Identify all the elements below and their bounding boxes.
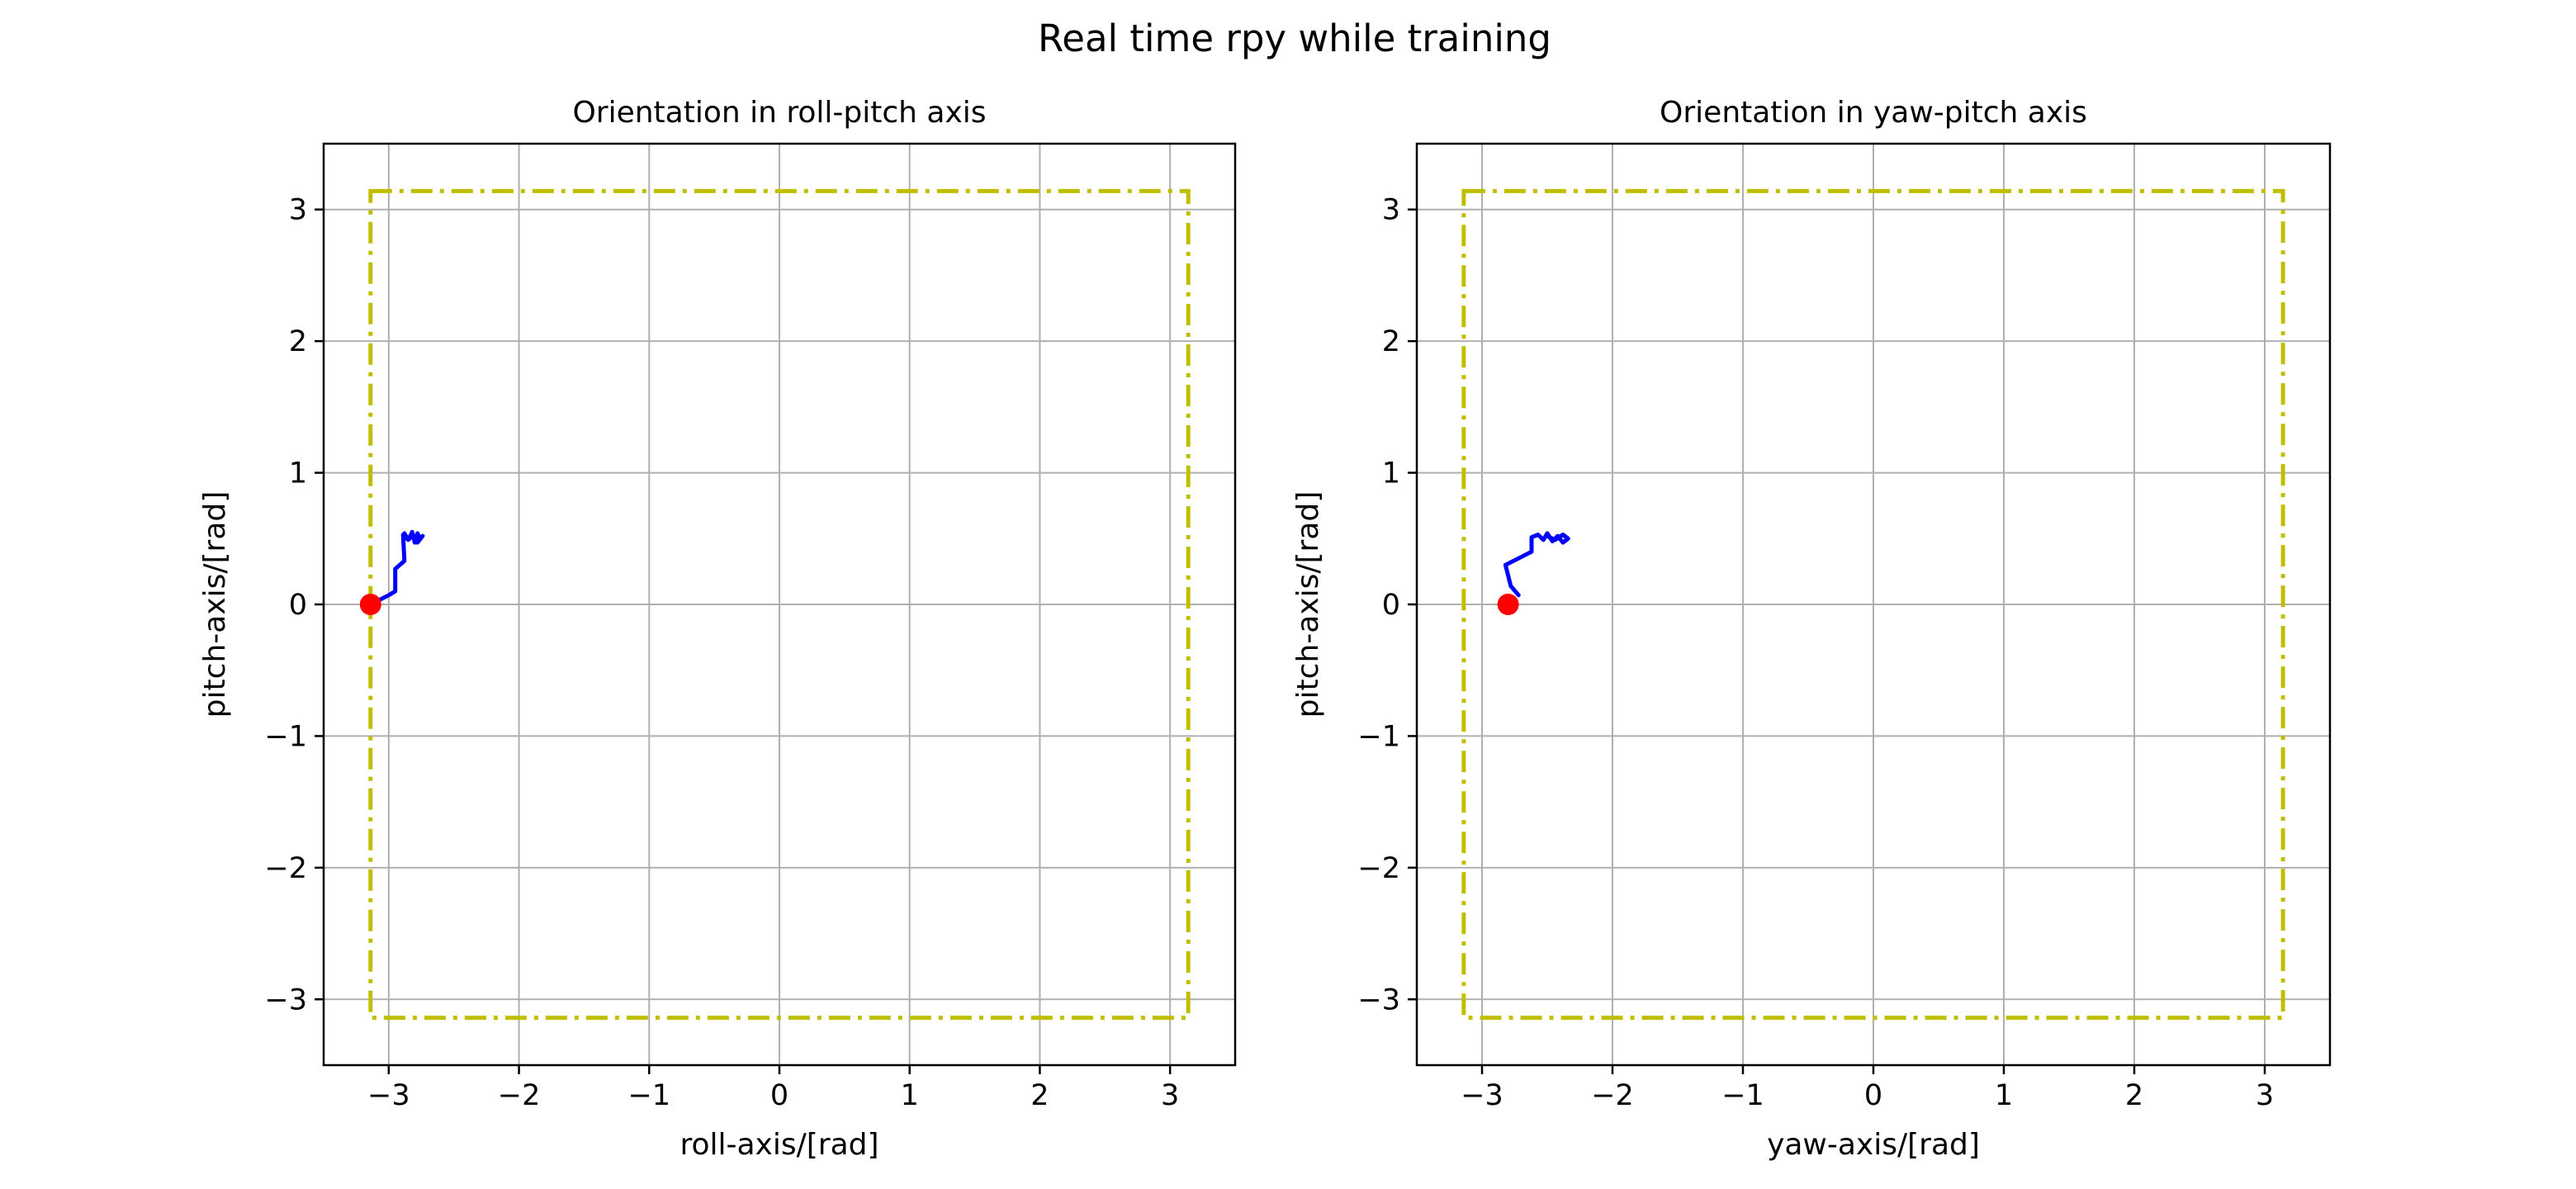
subplot-title: Orientation in yaw-pitch axis (1660, 96, 2087, 130)
y-tick-label: −2 (1357, 852, 1400, 885)
y-tick-label: 1 (289, 457, 307, 490)
y-tick-label: −3 (1357, 983, 1400, 1016)
y-tick-label: −2 (264, 852, 307, 885)
x-axis-label: roll-axis/[rad] (680, 1128, 878, 1162)
start-point-marker (359, 594, 381, 615)
figure-suptitle: Real time rpy while training (1038, 17, 1551, 60)
x-tick-label: −1 (627, 1079, 670, 1112)
y-tick-label: 3 (289, 194, 307, 227)
y-tick-label: 3 (1382, 194, 1400, 227)
y-tick-label: −1 (264, 720, 307, 753)
plot-content (1461, 188, 2285, 1021)
x-tick-label: 2 (2125, 1079, 2143, 1112)
y-axis-label: pitch-axis/[rad] (1291, 491, 1325, 718)
x-tick-label: 1 (1995, 1079, 2013, 1112)
y-tick-label: 0 (1382, 589, 1400, 622)
y-tick-label: 2 (289, 325, 307, 358)
x-tick-label: −1 (1721, 1079, 1764, 1112)
x-tick-label: 1 (901, 1079, 919, 1112)
boundary-rectangle (1461, 188, 2285, 1021)
x-tick-label: −3 (1461, 1079, 1503, 1112)
subplot-title: Orientation in roll-pitch axis (572, 96, 986, 130)
x-tick-label: −2 (498, 1079, 541, 1112)
x-tick-label: 0 (1864, 1079, 1882, 1112)
y-tick-label: 0 (289, 589, 307, 622)
x-tick-label: −3 (367, 1079, 410, 1112)
y-axis-label: pitch-axis/[rad] (198, 491, 232, 718)
trajectory-line (368, 529, 425, 607)
y-tick-label: 1 (1382, 457, 1400, 490)
x-tick-label: 0 (770, 1079, 788, 1112)
trajectory-line (1503, 531, 1570, 598)
subplot-yaw-pitch: −3 −2 −1 0 1 2 3 −3 −2 −1 0 1 2 3 Orientation in yaw-p… (1291, 96, 2332, 1162)
y-tick-label: 2 (1382, 325, 1400, 358)
x-tick-label: −2 (1591, 1079, 1634, 1112)
y-tick-label: −1 (1357, 720, 1400, 753)
x-tick-label: 2 (1030, 1079, 1049, 1112)
x-tick-label: 3 (1161, 1079, 1179, 1112)
subplot-roll-pitch: −3 −2 −1 0 1 2 3 −3 −2 −1 0 1 2 3 Orientation in roll-… (198, 96, 1237, 1162)
y-tick-label: −3 (264, 983, 307, 1016)
x-axis-label: yaw-axis/[rad] (1767, 1128, 1980, 1162)
plot-content (359, 188, 1191, 1021)
start-point-marker (1497, 594, 1519, 615)
x-tick-label: 3 (2256, 1079, 2274, 1112)
